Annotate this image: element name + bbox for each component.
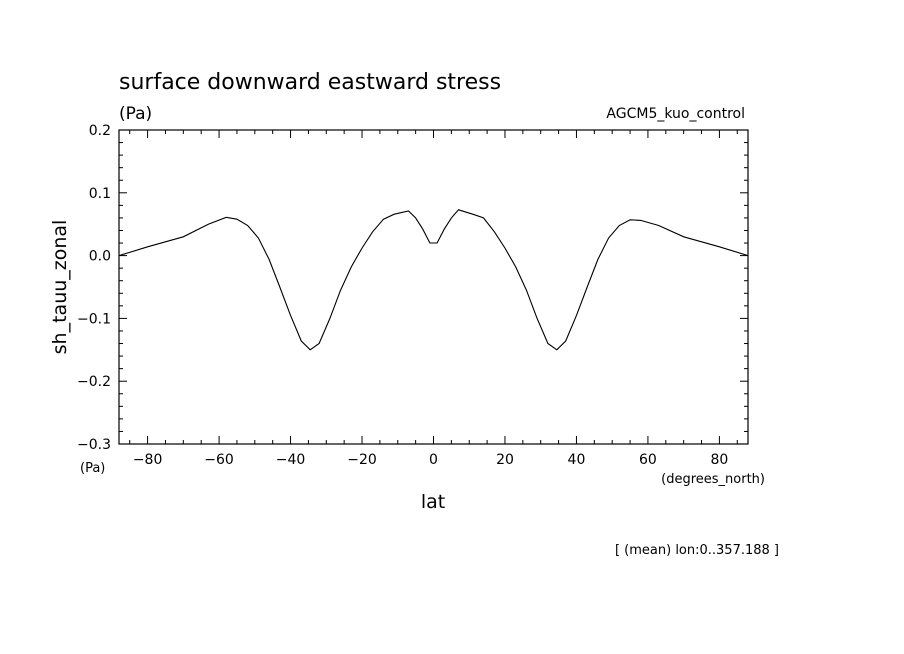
- y-axis-label: sh_tauu_zonal: [49, 220, 71, 355]
- x-axis-units: (degrees_north): [661, 472, 765, 487]
- dataset-label: AGCM5_kuo_control: [606, 106, 745, 122]
- plot-frame: [118, 129, 749, 445]
- x-axis-label: lat: [421, 491, 445, 513]
- x-tick-label: −40: [276, 452, 306, 468]
- chart-units: (Pa): [119, 104, 152, 124]
- y-axis: 0.2 0.1 0.0 −0.1 −0.2 −0.3: [77, 123, 748, 453]
- x-tick-label: 60: [639, 452, 657, 468]
- y-tick-label: 0.0: [89, 249, 111, 265]
- y-tick-label: −0.2: [77, 374, 111, 390]
- series-line: [118, 209, 749, 351]
- x-axis: −80 −60 −40 −20 0 20 40 60 80: [129, 130, 738, 468]
- x-tick-label: −80: [133, 452, 163, 468]
- footnote: [ (mean) lon:0..357.188 ]: [615, 543, 779, 558]
- y-tick-label: 0.2: [89, 123, 111, 139]
- y-axis-units: (Pa): [80, 461, 105, 476]
- x-tick-label: −20: [347, 452, 377, 468]
- y-tick-label: −0.3: [77, 437, 111, 453]
- x-tick-label: −60: [204, 452, 234, 468]
- y-tick-label: −0.1: [77, 311, 111, 327]
- y-tick-label: 0.1: [89, 186, 111, 202]
- x-tick-label: 80: [710, 452, 728, 468]
- x-tick-label: 20: [496, 452, 514, 468]
- chart-title: surface downward eastward stress: [119, 70, 501, 95]
- x-tick-label: 0: [429, 452, 438, 468]
- x-tick-label: 40: [568, 452, 586, 468]
